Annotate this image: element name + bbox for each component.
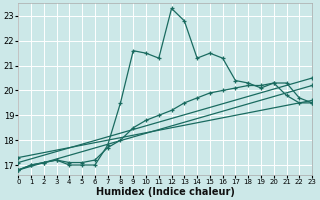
X-axis label: Humidex (Indice chaleur): Humidex (Indice chaleur) xyxy=(96,187,235,197)
